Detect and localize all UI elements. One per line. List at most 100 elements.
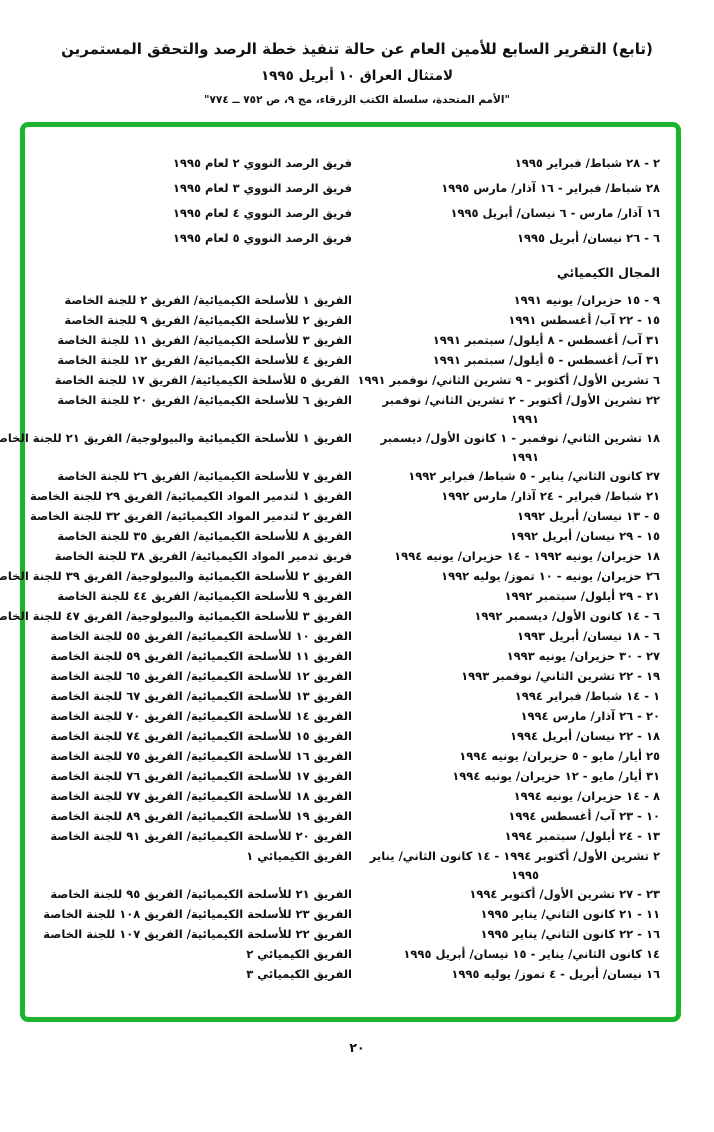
inspection-row: ١٨ - ٢٢ نيسان/ أبريل ١٩٩٤ الفريق ١٥ للأسل… (39, 726, 660, 746)
inspection-row: ١٦ آذار/ مارس - ٦ نيسان/ أبريل ١٩٩٥ فريق … (39, 203, 660, 223)
inspection-date-text: ٦ - ١٨ نيسان/ أبريل ١٩٩٣ (517, 629, 660, 643)
inspection-date: ١٦ آذار/ مارس - ٦ نيسان/ أبريل ١٩٩٥ (360, 203, 660, 223)
inspection-team: الفريق ١ للأسلحة الكيميائية/ الفريق ٢ لل… (64, 293, 352, 307)
inspection-date-text: ٢٣ - ٢٧ تشرين الأول/ أكتوبر ١٩٩٤ (469, 887, 660, 901)
inspection-team: الفريق ٦ للأسلحة الكيميائية/ الفريق ٢٠ ل… (57, 393, 352, 407)
inspection-date: ٢٧ كانون الثاني/ يناير - ٥ شباط/ فبراير … (360, 466, 660, 486)
inspection-date-text: ١١ - ٢١ كانون الثاني/ يناير ١٩٩٥ (480, 907, 660, 921)
inspection-row: ٢ - ٢٨ شباط/ فبراير ١٩٩٥ فريق الرصد النوو… (39, 153, 660, 173)
inspection-row: ١٣ - ٢٤ أيلول/ سبتمبر ١٩٩٤ الفريق ٢٠ للأس… (39, 826, 660, 846)
inspection-date-text: ١٥ - ٢٢ آب/ أغسطس ١٩٩١ (508, 313, 660, 327)
inspection-row: ٦ - ٢٦ نيسان/ أبريل ١٩٩٥ فريق الرصد النوو… (39, 228, 660, 248)
inspection-date-text: ٦ - ١٤ كانون الأول/ ديسمبر ١٩٩٢ (474, 609, 660, 623)
inspection-date: ٢ تشرين الأول/ أكتوبر ١٩٩٤ - ١٤ كانون ال… (360, 846, 660, 884)
inspection-date: ١ - ١٤ شباط/ فبراير ١٩٩٤ (360, 686, 660, 706)
inspection-team: الفريق ١ لتدمير المواد الكيميائية/ الفري… (30, 489, 352, 503)
report-source-citation: "الأمم المتحدة، سلسلة الكتب الزرقاء، مج … (204, 94, 510, 106)
inspection-date-text: ٢٦ حزيران/ يونيه - ١٠ تموز/ يوليه ١٩٩٢ (441, 569, 660, 583)
inspection-date: ٢٥ أيار/ مايو - ٥ حزيران/ يونيه ١٩٩٤ (360, 746, 660, 766)
inspection-row: ٣١ آب/ أغسطس - ٨ أيلول/ سبتمبر ١٩٩١ الفري… (39, 330, 660, 350)
document-header: (تابع) التقرير السابع للأمين العام عن حا… (0, 40, 714, 107)
inspection-row: ١١ - ٢١ كانون الثاني/ يناير ١٩٩٥ الفريق ٢… (39, 904, 660, 924)
inspection-team: الفريق ٨ للأسلحة الكيميائية/ الفريق ٣٥ ل… (57, 529, 352, 543)
inspection-team: فريق الرصد النووي ٥ لعام ١٩٩٥ (172, 231, 352, 245)
inspection-team: الفريق الكيميائي ٣ (246, 967, 352, 981)
inspection-date: ٩ - ١٥ حزيران/ يونيه ١٩٩١ (360, 290, 660, 310)
inspection-date-text: ١٦ - ٢٢ كانون الثاني/ يناير ١٩٩٥ (480, 927, 660, 941)
inspection-date: ١٩ - ٢٢ تشرين الثاني/ نوفمبر ١٩٩٣ (360, 666, 660, 686)
inspection-team: الفريق ٢٣ للأسلحة الكيميائية/ الفريق ١٠٨… (43, 907, 352, 921)
inspection-date-text: ٢١ شباط/ فبراير - ٢٤ آذار/ مارس ١٩٩٢ (441, 489, 660, 503)
inspection-date-text: ٢١ - ٢٩ أيلول/ سبتمبر ١٩٩٢ (504, 589, 660, 603)
inspection-team: الفريق ١٣ للأسلحة الكيميائية/ الفريق ٦٧ … (50, 689, 352, 703)
inspection-date-text: ٢٠ - ٢٦ آذار/ مارس ١٩٩٤ (520, 709, 661, 723)
inspection-date: ٢٨ شباط/ فبراير - ١٦ آذار/ مارس ١٩٩٥ (360, 178, 660, 198)
inspection-date: ٦ - ٢٦ نيسان/ أبريل ١٩٩٥ (360, 228, 660, 248)
inspection-team: الفريق ٢ لتدمير المواد الكيميائية/ الفري… (30, 509, 352, 523)
inspection-sections: ٢ - ٢٨ شباط/ فبراير ١٩٩٥ فريق الرصد النوو… (0, 153, 660, 984)
inspection-date: ١٨ حزيران/ يونيه ١٩٩٢ - ١٤ حزيران/ يونيه… (360, 546, 660, 566)
inspection-team: الفريق ٧ للأسلحة الكيميائية/ الفريق ٢٦ ل… (57, 469, 352, 483)
inspection-date: ٦ - ١٨ نيسان/ أبريل ١٩٩٣ (360, 626, 660, 646)
inspection-date-text: ٢٥ أيار/ مايو - ٥ حزيران/ يونيه ١٩٩٤ (459, 749, 660, 763)
inspection-row: ١٤ كانون الثاني/ يناير - ١٥ نيسان/ أبريل… (39, 944, 660, 964)
inspection-row: ٦ تشرين الأول/ أكتوبر - ٩ تشرين الثاني/ … (39, 370, 660, 390)
inspection-team: فريق الرصد النووي ٤ لعام ١٩٩٥ (172, 206, 352, 220)
inspection-team: الفريق ١٦ للأسلحة الكيميائية/ الفريق ٧٥ … (50, 749, 352, 763)
inspection-date-text: ١٨ تشرين الثاني/ نوفمبر - ١ كانون الأول/… (380, 431, 660, 445)
inspection-date-year: ١٩٩١ (510, 450, 540, 464)
inspection-team: الفريق ١٧ للأسلحة الكيميائية/ الفريق ٧٦ … (50, 769, 352, 783)
inspection-date: ١٥ - ٢٩ نيسان/ أبريل ١٩٩٢ (360, 526, 660, 546)
inspection-date: ٣١ آب/ أغسطس - ٥ أيلول/ سبتمبر ١٩٩١ (360, 350, 660, 370)
inspection-row: ١٦ نيسان/ أبريل - ٤ تموز/ يوليه ١٩٩٥ الفر… (39, 964, 660, 984)
inspection-row: ٦ - ١٤ كانون الأول/ ديسمبر ١٩٩٢ الفريق ٣ … (0, 606, 660, 626)
inspection-date-text: ١٨ - ٢٢ نيسان/ أبريل ١٩٩٤ (509, 729, 660, 743)
inspection-date-text: ١٠ - ٢٣ آب/ أغسطس ١٩٩٤ (508, 809, 660, 823)
inspection-date-text: ١٤ كانون الثاني/ يناير - ١٥ نيسان/ أبريل… (403, 947, 660, 961)
inspection-row: ١٥ - ٢٩ نيسان/ أبريل ١٩٩٢ الفريق ٨ للأسلح… (39, 526, 660, 546)
inspection-date: ٣١ أيار/ مايو - ١٢ حزيران/ يونيه ١٩٩٤ (360, 766, 660, 786)
inspection-team: الفريق ٤ للأسلحة الكيميائية/ الفريق ١٢ ل… (57, 353, 352, 367)
inspection-team: الفريق ٢٢ للأسلحة الكيميائية/ الفريق ١٠٧… (43, 927, 352, 941)
inspection-date-text: ١٨ حزيران/ يونيه ١٩٩٢ - ١٤ حزيران/ يونيه… (394, 549, 660, 563)
inspection-date: ٢٠ - ٢٦ آذار/ مارس ١٩٩٤ (360, 706, 661, 726)
inspection-team: فريق تدمير المواد الكيميائية/ الفريق ٣٨ … (54, 549, 352, 563)
inspection-date: ١٦ - ٢٢ كانون الثاني/ يناير ١٩٩٥ (360, 924, 660, 944)
report-title-line1: (تابع) التقرير السابع للأمين العام عن حا… (61, 40, 653, 58)
inspection-row: ٢٦ حزيران/ يونيه - ١٠ تموز/ يوليه ١٩٩٢ ال… (0, 566, 660, 586)
inspection-team: الفريق الكيميائي ١ (246, 849, 352, 863)
report-title-line2: لامتثال العراق ١٠ أبريل ١٩٩٥ (260, 68, 454, 84)
inspection-row: ٢٠ - ٢٦ آذار/ مارس ١٩٩٤ الفريق ١٤ للأسلحة… (39, 706, 660, 726)
inspection-date: ١٣ - ٢٤ أيلول/ سبتمبر ١٩٩٤ (360, 826, 660, 846)
inspection-date-text: ٦ تشرين الأول/ أكتوبر - ٩ تشرين الثاني/ … (357, 373, 660, 387)
inspection-team: الفريق ٩ للأسلحة الكيميائية/ الفريق ٤٤ ل… (57, 589, 352, 603)
inspection-date: ١١ - ٢١ كانون الثاني/ يناير ١٩٩٥ (360, 904, 660, 924)
inspection-date: ٢٣ - ٢٧ تشرين الأول/ أكتوبر ١٩٩٤ (360, 884, 660, 904)
section-title: المجال الكيميائي (556, 265, 660, 280)
inspection-row: ٢٨ شباط/ فبراير - ١٦ آذار/ مارس ١٩٩٥ فريق… (39, 178, 660, 198)
inspection-date-text: ٢٧ كانون الثاني/ يناير - ٥ شباط/ فبراير … (408, 469, 660, 483)
inspection-row: ٢١ - ٢٩ أيلول/ سبتمبر ١٩٩٢ الفريق ٩ للأسل… (39, 586, 660, 606)
inspection-team: الفريق ١٥ للأسلحة الكيميائية/ الفريق ٧٤ … (50, 729, 352, 743)
inspection-date-text: ٢٨ شباط/ فبراير - ١٦ آذار/ مارس ١٩٩٥ (441, 181, 660, 195)
inspection-row: ٣١ آب/ أغسطس - ٥ أيلول/ سبتمبر ١٩٩١ الفري… (39, 350, 660, 370)
inspection-date-text: ١ - ١٤ شباط/ فبراير ١٩٩٤ (514, 689, 660, 703)
inspection-date: ٢ - ٢٨ شباط/ فبراير ١٩٩٥ (360, 153, 660, 173)
inspection-date: ٦ - ١٤ كانون الأول/ ديسمبر ١٩٩٢ (360, 606, 660, 626)
inspection-row: ٢٢ تشرين الأول/ أكتوبر - ٢ تشرين الثاني/… (39, 390, 660, 428)
inspection-date: ١٥ - ٢٢ آب/ أغسطس ١٩٩١ (360, 310, 660, 330)
inspection-date-text: ٢ - ٢٨ شباط/ فبراير ١٩٩٥ (514, 156, 660, 170)
inspection-date-text: ٣١ آب/ أغسطس - ٥ أيلول/ سبتمبر ١٩٩١ (432, 353, 660, 367)
inspection-date-text: ١٦ نيسان/ أبريل - ٤ تموز/ يوليه ١٩٩٥ (451, 967, 660, 981)
inspection-team: الفريق ٣ للأسلحة الكيميائية/ الفريق ١١ ل… (57, 333, 352, 347)
inspection-row: ١٥ - ٢٢ آب/ أغسطس ١٩٩١ الفريق ٢ للأسلحة ا… (39, 310, 660, 330)
inspection-date-text: ٣١ آب/ أغسطس - ٨ أيلول/ سبتمبر ١٩٩١ (432, 333, 660, 347)
inspection-team: الفريق ٢ للأسلحة الكيميائية/ الفريق ٩ لل… (64, 313, 352, 327)
inspection-team: الفريق ١٠ للأسلحة الكيميائية/ الفريق ٥٥ … (50, 629, 352, 643)
inspection-section: ٢ - ٢٨ شباط/ فبراير ١٩٩٥ فريق الرصد النوو… (39, 153, 660, 248)
inspection-row: ٢٣ - ٢٧ تشرين الأول/ أكتوبر ١٩٩٤ الفريق ٢… (39, 884, 660, 904)
inspection-date-year: ١٩٩١ (510, 412, 540, 426)
inspection-row: ٥ - ١٣ نيسان/ أبريل ١٩٩٢ الفريق ٢ لتدمير … (30, 506, 660, 526)
inspection-list-frame: ٢ - ٢٨ شباط/ فبراير ١٩٩٥ فريق الرصد النوو… (0, 122, 681, 1022)
inspection-team: الفريق ١٤ للأسلحة الكيميائية/ الفريق ٧٠ … (50, 709, 352, 723)
